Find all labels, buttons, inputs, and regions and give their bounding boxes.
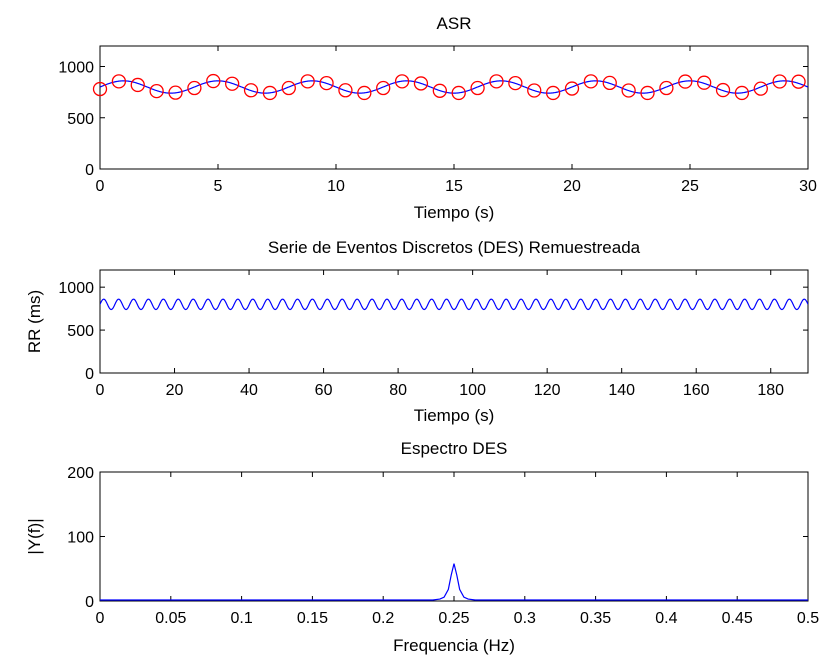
data-point-marker [243,83,259,98]
x-tick-label: 80 [389,382,407,399]
data-point-marker [262,85,278,101]
x-tick-label: 15 [445,178,463,195]
x-tick-label: 0.5 [797,610,819,627]
x-tick-label: 0.1 [230,610,252,627]
x-tick-label: 0 [96,610,105,627]
data-point-marker [376,80,391,96]
y-tick-label: 100 [67,530,94,547]
x-tick-label: 20 [166,382,184,399]
x-tick-label: 0.05 [155,610,186,627]
x-tick-label: 20 [563,178,581,195]
x-tick-label: 0.2 [372,610,394,627]
x-tick-label: 0.15 [297,610,328,627]
x-tick-label: 40 [240,382,258,399]
data-point-marker [753,81,768,96]
data-point-marker [300,74,315,89]
chart-title: ASR [437,14,472,33]
y-tick-label: 0 [85,162,94,179]
x-tick-label: 60 [315,382,333,399]
data-point-marker [206,73,221,89]
axes-box [99,269,809,374]
data-point-marker [583,74,599,89]
x-tick-label: 0.45 [722,610,753,627]
x-tick-label: 30 [799,178,817,195]
data-point-marker [357,85,372,101]
series-line [100,563,808,601]
x-axis-label: Tiempo (s) [414,203,495,222]
data-point-marker [281,80,296,96]
data-point-marker [319,75,334,91]
data-point-marker [394,74,410,89]
x-tick-label: 5 [214,178,223,195]
subplot-3: 0 0.05 0.1 0.15 0.2 0.25 0.3 0.35 0.4 0.45 0.5 0 100… [25,439,819,655]
x-tick-label: 140 [608,382,635,399]
y-tick-label: 0 [85,366,94,383]
data-point-marker [564,81,580,96]
x-tick-label: 0.3 [514,610,536,627]
x-axis-label: Frequencia (Hz) [393,636,515,655]
x-tick-label: 0 [96,178,105,195]
x-tick-label: 120 [534,382,561,399]
data-point-marker [168,85,183,100]
data-point-marker [678,74,693,89]
data-point-marker [697,75,712,90]
data-point-marker [791,74,806,89]
chart-title: Espectro DES [401,439,508,458]
data-point-marker [225,76,240,91]
data-point-marker [432,83,447,98]
data-point-marker [545,85,561,101]
series-line [100,80,808,94]
data-point-marker [451,85,466,101]
axes-box [99,45,809,170]
x-tick-label: 0 [96,382,105,399]
data-point-marker [92,81,108,97]
data-point-marker [659,80,674,96]
data-point-marker [772,74,787,89]
series-line [100,298,808,311]
x-tick-label: 100 [459,382,486,399]
subplot-1: 0 5 10 15 20 25 30 0 500 1000 ASR Tiempo (s) [58,14,817,222]
x-axis-label: Tiempo (s) [414,406,495,425]
data-point-marker [640,85,655,101]
data-point-marker [602,75,617,91]
y-tick-label: 500 [67,111,94,128]
data-point-marker [470,80,485,96]
data-point-marker [508,75,523,91]
y-tick-label: 200 [67,465,94,482]
data-point-marker [187,80,202,96]
data-point-marker [489,74,504,89]
x-tick-label: 0.4 [655,610,677,627]
y-tick-label: 1000 [58,60,94,77]
data-point-marker [338,83,353,98]
data-point-marker [715,82,731,98]
y-tick-label: 500 [67,323,94,340]
axes-box [99,471,809,602]
data-point-marker [734,85,750,101]
x-tick-label: 25 [681,178,699,195]
y-tick-label: 0 [85,594,94,611]
x-tick-label: 180 [757,382,784,399]
x-tick-label: 160 [683,382,710,399]
y-axis-label: |Y(f)| [25,518,44,554]
chart-title: Serie de Eventos Discretos (DES) Remuest… [268,238,641,257]
x-tick-label: 0.35 [580,610,611,627]
y-tick-label: 1000 [58,280,94,297]
y-axis-label: RR (ms) [25,290,44,353]
x-tick-label: 10 [327,178,345,195]
subplot-2: 0 20 40 60 80 100 120 140 160 180 0 500 1000 Serie de… [25,238,809,425]
data-point-marker [149,83,164,99]
data-point-marker [413,76,429,91]
data-point-marker [621,83,636,98]
x-tick-label: 0.25 [438,610,469,627]
data-point-marker [130,77,145,93]
data-point-marker [527,83,542,98]
data-point-marker [111,74,127,89]
